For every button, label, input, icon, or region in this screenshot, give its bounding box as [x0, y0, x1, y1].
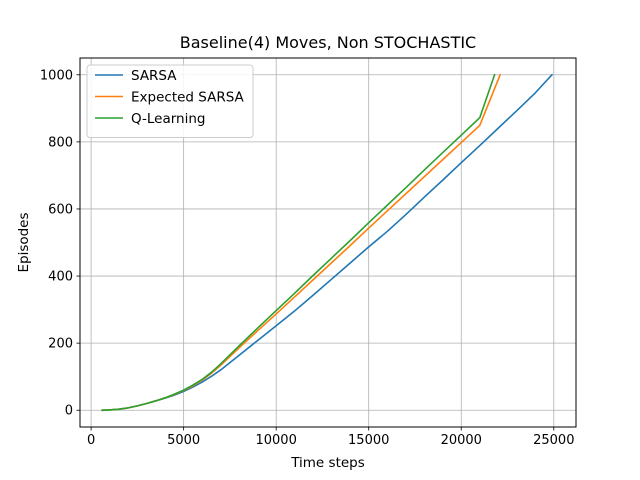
legend-box	[86, 64, 254, 138]
y-tick-label: 800	[48, 135, 73, 150]
y-tick-label: 0	[65, 404, 73, 419]
y-tick-label: 200	[48, 337, 73, 352]
x-tick-label: 10000	[255, 433, 296, 448]
y-tick-label: 400	[48, 270, 73, 285]
legend-entry-0: SARSA	[131, 68, 177, 84]
x-axis-label: Time steps	[290, 455, 365, 471]
x-tick-label: 25000	[533, 433, 574, 448]
x-tick-label: 5000	[167, 433, 200, 448]
legend-entry-2: Q-Learning	[131, 111, 205, 127]
grid	[80, 58, 576, 427]
plot-frame	[79, 57, 577, 428]
ticks: 0 5000 10000 15000 20000 25000 0 200 400 600 800 10…	[40, 68, 575, 448]
legend: SARSA Expected SARSA Q-Learning	[86, 64, 254, 138]
chart-title: Baseline(4) Moves, Non STOCHASTIC	[180, 33, 476, 52]
x-tick-label: 20000	[441, 433, 482, 448]
y-tick-label: 1000	[40, 68, 73, 83]
legend-entry-1: Expected SARSA	[131, 90, 245, 106]
x-tick-label: 0	[87, 433, 95, 448]
y-tick-label: 600	[48, 202, 73, 217]
y-axis-label: Episodes	[16, 212, 32, 272]
series-layer	[101, 73, 554, 412]
series-line-2	[101, 73, 496, 412]
x-tick-label: 15000	[348, 433, 389, 448]
